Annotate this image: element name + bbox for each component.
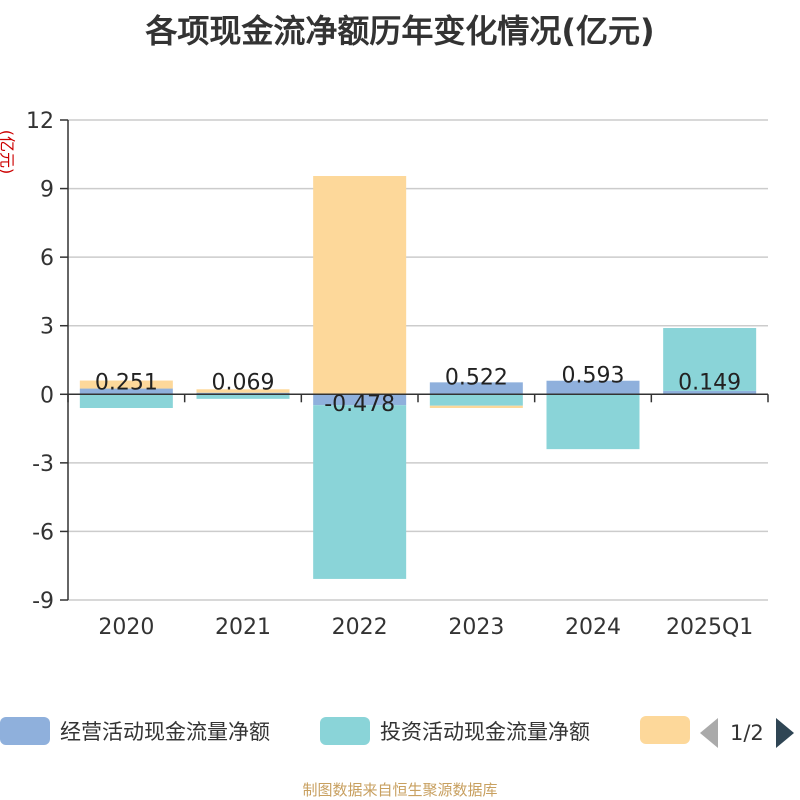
legend-pager: 1/2: [700, 718, 794, 748]
legend-swatch-operating: [0, 717, 50, 745]
data-label: 0.522: [445, 365, 508, 390]
bar-2-2020[interactable]: [79, 394, 173, 408]
y-tick-label: 0: [40, 383, 54, 408]
x-tick-label: 2020: [98, 615, 154, 640]
bar-1-2023[interactable]: [429, 382, 523, 395]
legend-next-icon[interactable]: [775, 718, 794, 748]
chart-title: 各项现金流净额历年变化情况(亿元): [145, 12, 655, 50]
bar-2-2025Q1[interactable]: [663, 328, 757, 391]
data-source-note: 制图数据来自恒生聚源数据库: [302, 781, 498, 799]
data-label: 0.593: [562, 364, 625, 389]
bar-1-2025Q1[interactable]: [663, 390, 757, 395]
bar-2-2022[interactable]: [313, 405, 407, 579]
y-tick-label: -3: [32, 452, 54, 477]
x-tick-label: 2025Q1: [666, 615, 753, 640]
data-label: 0.149: [678, 370, 741, 395]
legend-label-investing: 投资活动现金流量净额: [380, 720, 590, 744]
legend: 经营活动现金流量净额 投资活动现金流量净额 1/2: [0, 716, 800, 752]
y-tick-label: 12: [26, 109, 54, 134]
data-label: -0.478: [324, 392, 395, 417]
legend-swatch-financing: [640, 716, 690, 744]
y-tick-label: -6: [32, 520, 54, 545]
bar-3-2020[interactable]: [79, 380, 173, 389]
bar-3-2023[interactable]: [429, 405, 523, 408]
y-tick-label: 6: [40, 246, 54, 271]
bar-2-2021[interactable]: [196, 394, 290, 399]
legend-item-financing[interactable]: [640, 716, 690, 744]
bar-3-2022[interactable]: [313, 176, 407, 395]
x-tick-label: 2021: [215, 615, 271, 640]
legend-prev-icon[interactable]: [700, 718, 718, 748]
legend-item-investing[interactable]: 投资活动现金流量净额: [320, 716, 590, 746]
x-tick-label: 2023: [448, 615, 504, 640]
y-tick-label: -9: [32, 589, 54, 614]
legend-item-operating[interactable]: 经营活动现金流量净额: [0, 716, 270, 746]
x-tick-label: 2024: [565, 615, 621, 640]
legend-swatch-investing: [320, 717, 370, 745]
data-label: 0.069: [212, 370, 275, 395]
bar-1-2020[interactable]: [79, 388, 173, 395]
bar-2-2024[interactable]: [546, 394, 640, 450]
x-tick-label: 2022: [332, 615, 388, 640]
bar-1-2024[interactable]: [546, 380, 640, 395]
bar-1-2022[interactable]: [313, 394, 407, 406]
legend-label-operating: 经营活动现金流量净额: [60, 720, 270, 744]
y-tick-label: 3: [40, 315, 54, 340]
bar-3-2021[interactable]: [196, 389, 290, 393]
y-tick-label: 9: [40, 178, 54, 203]
chart-area: 12 9 6 3 0 -3 -6 -9 2020 2021 2022 2023 2024 2025Q1 0.…: [26, 109, 769, 640]
legend-page-indicator: 1/2: [730, 721, 764, 745]
bar-2-2023[interactable]: [429, 394, 523, 406]
bar-1-2021[interactable]: [196, 392, 290, 395]
data-label: 0.251: [95, 370, 158, 395]
